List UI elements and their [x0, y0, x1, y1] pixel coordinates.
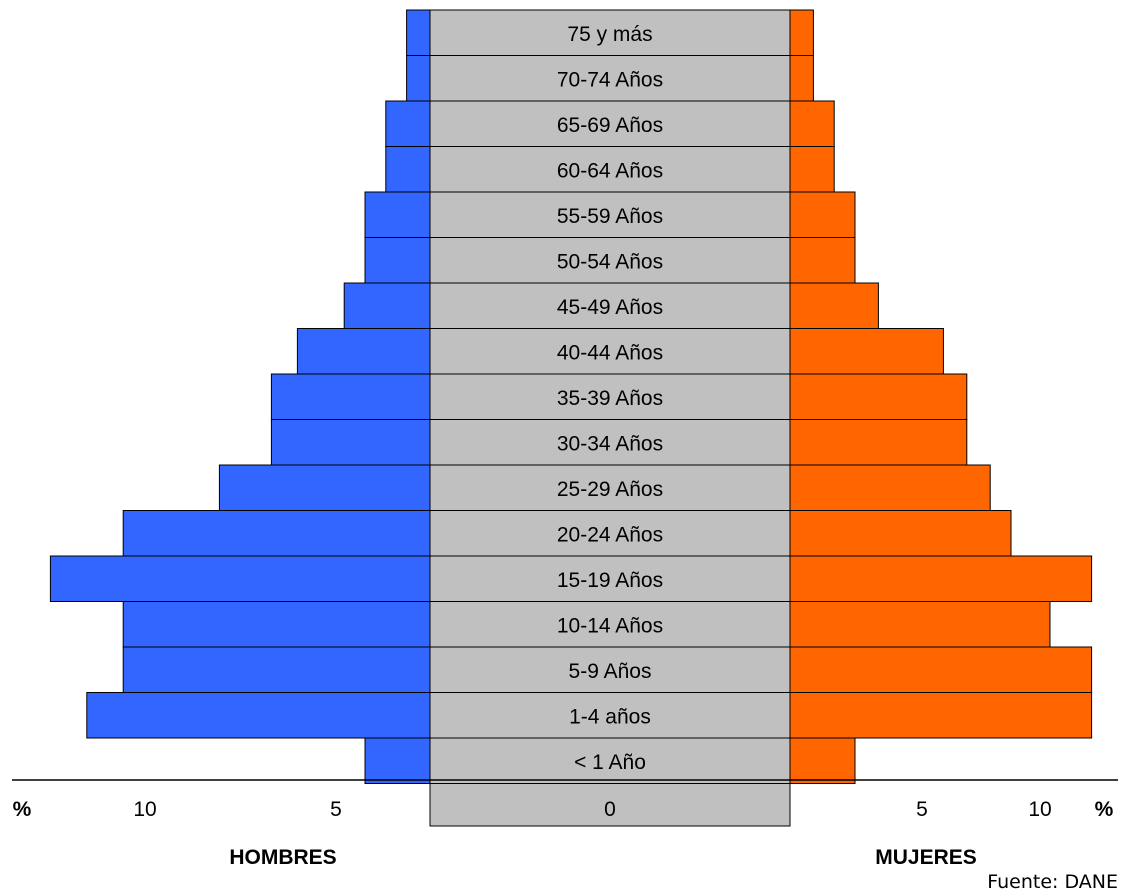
hombres-bar-40-44-a-os — [296, 328, 431, 375]
hombres-bar-25-29-a-os — [218, 464, 431, 511]
age-label-1-a-o: < 1 Año — [574, 751, 646, 774]
age-band-30-34-a-os — [429, 419, 791, 466]
hombres-bar-5-9-a-os — [122, 646, 431, 693]
right-percent-unit-label: % — [1095, 798, 1114, 821]
mujeres-bar-55-59-a-os — [789, 191, 856, 238]
mujeres-bar-60-64-a-os — [789, 146, 835, 193]
age-label-1-4-a-os: 1-4 años — [569, 705, 651, 728]
hombres-bar-1-a-o — [364, 737, 431, 784]
hombres-bar-45-49-a-os — [343, 282, 431, 329]
center-tick-0: 0 — [604, 798, 616, 821]
age-band-40-44-a-os — [429, 328, 791, 375]
hombres-bar-10-14-a-os — [122, 601, 431, 648]
hombres-bar-60-64-a-os — [385, 146, 431, 193]
mujeres-bar-40-44-a-os — [789, 328, 944, 375]
age-label-45-49-a-os: 45-49 Años — [557, 296, 663, 319]
mujeres-legend-label: MUJERES — [875, 846, 977, 869]
age-band-50-54-a-os — [429, 237, 791, 284]
age-band-65-69-a-os — [429, 100, 791, 147]
left-tick-10: 10 — [133, 798, 156, 821]
age-label-50-54-a-os: 50-54 Años — [557, 250, 663, 273]
age-label-75-y-m-s: 75 y más — [567, 23, 652, 46]
age-band-1-4-a-os — [429, 692, 791, 739]
mujeres-bar-45-49-a-os — [789, 282, 879, 329]
age-label-5-9-a-os: 5-9 Años — [569, 660, 652, 683]
hombres-bar-50-54-a-os — [364, 237, 431, 284]
mujeres-bar-50-54-a-os — [789, 237, 856, 284]
age-band-5-9-a-os — [429, 646, 791, 693]
age-group-band-column — [429, 9, 791, 827]
mujeres-bar-25-29-a-os — [789, 464, 991, 511]
mujeres-bar-10-14-a-os — [789, 601, 1051, 648]
hombres-bar-30-34-a-os — [270, 419, 431, 466]
mujeres-bar-20-24-a-os — [789, 510, 1012, 557]
age-label-25-29-a-os: 25-29 Años — [557, 478, 663, 501]
hombres-legend-label: HOMBRES — [229, 846, 336, 869]
mujeres-bar-5-9-a-os — [789, 646, 1093, 693]
age-label-40-44-a-os: 40-44 Años — [557, 341, 663, 364]
left-tick-5: 5 — [330, 798, 342, 821]
mujeres-bar-65-69-a-os — [789, 100, 835, 147]
age-band-1-a-o — [429, 737, 791, 784]
right-tick-5: 5 — [916, 798, 928, 821]
age-label-30-34-a-os: 30-34 Años — [557, 432, 663, 455]
age-band-25-29-a-os — [429, 464, 791, 511]
hombres-bar-1-4-a-os — [86, 692, 431, 739]
age-label-20-24-a-os: 20-24 Años — [557, 523, 663, 546]
hombres-bar-70-74-a-os — [406, 55, 431, 102]
age-label-10-14-a-os: 10-14 Años — [557, 614, 663, 637]
mujeres-bar-70-74-a-os — [789, 55, 814, 102]
mujeres-bar-30-34-a-os — [789, 419, 968, 466]
age-label-55-59-a-os: 55-59 Años — [557, 205, 663, 228]
mujeres-bar-1-a-o — [789, 737, 856, 784]
source-note: Fuente: DANE — [987, 871, 1118, 893]
age-label-35-39-a-os: 35-39 Años — [557, 387, 663, 410]
age-band-60-64-a-os — [429, 146, 791, 193]
hombres-bar-15-19-a-os — [49, 555, 431, 602]
age-band-10-14-a-os — [429, 601, 791, 648]
hombres-bars — [49, 9, 431, 784]
hombres-bar-65-69-a-os — [385, 100, 431, 147]
age-band-70-74-a-os — [429, 55, 791, 102]
mujeres-bar-35-39-a-os — [789, 373, 968, 420]
center-tick-band — [429, 783, 791, 827]
hombres-bar-20-24-a-os — [122, 510, 431, 557]
age-band-75-y-m-s — [429, 9, 791, 56]
age-band-20-24-a-os — [429, 510, 791, 557]
age-label-65-69-a-os: 65-69 Años — [557, 114, 663, 137]
age-label-60-64-a-os: 60-64 Años — [557, 159, 663, 182]
hombres-bar-55-59-a-os — [364, 191, 431, 238]
age-label-15-19-a-os: 15-19 Años — [557, 569, 663, 592]
age-label-70-74-a-os: 70-74 Años — [557, 68, 663, 91]
mujeres-bar-75-y-m-s — [789, 9, 814, 56]
mujeres-bar-1-4-a-os — [789, 692, 1093, 739]
left-percent-unit-label: % — [13, 798, 32, 821]
hombres-bar-75-y-m-s — [406, 9, 431, 56]
right-tick-10: 10 — [1028, 798, 1051, 821]
mujeres-bar-15-19-a-os — [789, 555, 1093, 602]
age-band-55-59-a-os — [429, 191, 791, 238]
age-band-15-19-a-os — [429, 555, 791, 602]
mujeres-bars — [789, 9, 1093, 784]
hombres-bar-35-39-a-os — [270, 373, 431, 420]
age-group-labels: 75 y más 70-74 Años 65-69 Años 60-64 Años 55… — [557, 23, 663, 774]
